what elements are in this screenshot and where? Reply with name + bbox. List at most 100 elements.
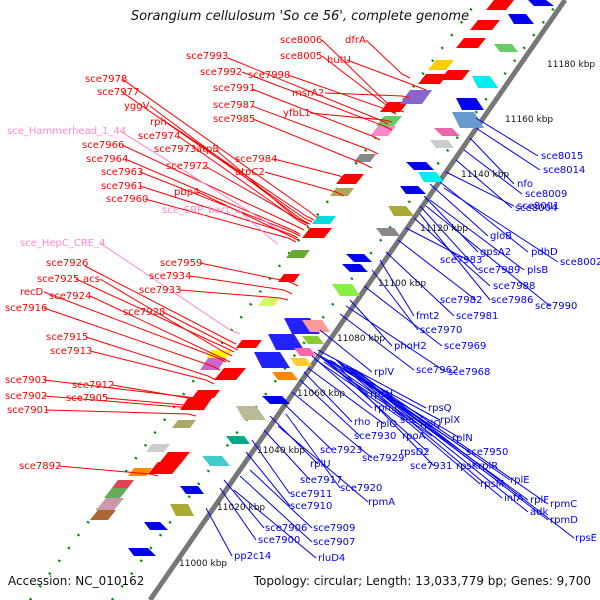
gene-label: sce7993 bbox=[186, 51, 228, 62]
reverse-gene-block bbox=[226, 436, 250, 444]
leader-line bbox=[429, 183, 489, 237]
leader-line bbox=[343, 365, 529, 501]
kbp-label: 11140 kbp bbox=[461, 170, 509, 180]
gene-label: rplO bbox=[376, 419, 397, 430]
leader-line bbox=[85, 336, 217, 381]
gene-label: sce7915 bbox=[46, 332, 88, 343]
leader-line bbox=[339, 363, 481, 485]
forward-gene-block bbox=[456, 38, 486, 48]
reverse-gene-block bbox=[144, 522, 168, 530]
reverse-gene-block bbox=[302, 336, 324, 344]
reverse-gene-block bbox=[128, 548, 156, 556]
leader-line bbox=[264, 171, 345, 197]
reverse-gene-block bbox=[268, 334, 304, 350]
leader-line bbox=[299, 379, 361, 437]
reverse-gene-block bbox=[400, 186, 426, 194]
forward-gene-block bbox=[278, 274, 300, 282]
leader-line bbox=[337, 361, 511, 481]
rna-label: sce_Hammerhead_1_44 bbox=[7, 126, 126, 137]
genome-backbone bbox=[147, 0, 568, 600]
reverse-gene-block bbox=[406, 162, 434, 170]
reverse-gene-block bbox=[376, 228, 400, 236]
forward-gene-block bbox=[428, 60, 454, 70]
forward-gene-block bbox=[286, 250, 310, 258]
gene-label: phoH2 bbox=[394, 341, 427, 352]
leader-line bbox=[445, 171, 515, 207]
leader-line bbox=[397, 239, 477, 301]
gene-label: gloB bbox=[490, 231, 512, 242]
reverse-gene-block bbox=[430, 140, 454, 148]
leader-line bbox=[349, 367, 549, 521]
gene-label: sce7903 bbox=[5, 375, 47, 386]
leader-line bbox=[475, 117, 539, 157]
leader-line bbox=[425, 205, 551, 307]
kbp-label: 11040 kbp bbox=[257, 446, 305, 456]
forward-gene-labels: sce8006 dfrA sce7993 sce8005 hutU sce799… bbox=[5, 35, 366, 472]
reverse-gene-block bbox=[418, 172, 444, 182]
forward-gene-block bbox=[96, 498, 124, 510]
leader-line bbox=[443, 187, 559, 263]
gene-label: sce7933 bbox=[139, 285, 181, 296]
gene-label: atpC2 bbox=[235, 167, 265, 178]
gene-label: sce7920 bbox=[340, 483, 382, 494]
gene-label: rplN bbox=[452, 433, 473, 444]
gene-label: rho bbox=[354, 417, 370, 428]
gene-label: rpoA bbox=[402, 431, 426, 442]
gene-label: sce7924 bbox=[49, 291, 91, 302]
gene-label: rplV bbox=[374, 367, 394, 378]
leader-line bbox=[463, 149, 523, 195]
gene-label: sce7966 bbox=[82, 140, 124, 151]
reverse-gene-block bbox=[236, 406, 266, 420]
leader-line bbox=[249, 469, 313, 529]
gene-label: sce7902 bbox=[5, 391, 47, 402]
gene-label: sce8009 bbox=[525, 189, 567, 200]
forward-gene-block bbox=[104, 488, 128, 498]
gene-label: gpsA2 bbox=[480, 247, 511, 258]
reverse-gene-labels: sce8015 sce8014 nfo sce8009 sce8004 sce8… bbox=[234, 151, 600, 564]
leader-line bbox=[321, 39, 405, 113]
kbp-label: 11000 kbp bbox=[179, 559, 227, 569]
leader-line bbox=[99, 278, 233, 357]
leader-line bbox=[99, 242, 241, 335]
reverse-gene-block bbox=[494, 44, 518, 52]
leader-line bbox=[405, 227, 469, 261]
gene-label: rplU bbox=[310, 459, 331, 470]
leader-line bbox=[423, 195, 479, 253]
reverse-gene-block bbox=[180, 486, 204, 494]
gene-label: sce7905 bbox=[66, 393, 108, 404]
gene-label: rplE bbox=[510, 475, 530, 486]
gene-label: sce7970 bbox=[420, 325, 462, 336]
leader-line bbox=[413, 217, 491, 287]
reverse-gene-block bbox=[302, 320, 330, 332]
gene-label: sce7913 bbox=[50, 346, 92, 357]
leader-line bbox=[251, 88, 381, 141]
gene-label: hutU bbox=[327, 55, 351, 66]
reverse-gene-block bbox=[290, 358, 312, 366]
forward-gene-block bbox=[112, 480, 134, 488]
gene-label: adk bbox=[530, 507, 548, 518]
gene-label: sce7973 bbox=[154, 144, 196, 155]
gene-label: sce7961 bbox=[101, 181, 143, 192]
forward-gene-block bbox=[258, 298, 280, 306]
gene-label: sce7998 bbox=[248, 70, 290, 81]
gene-label: rpsD2 bbox=[400, 447, 430, 458]
gene-label: sce7982 bbox=[440, 295, 482, 306]
leader-line bbox=[43, 307, 221, 371]
leader-line bbox=[204, 165, 309, 225]
leader-line bbox=[291, 391, 373, 459]
genome-summary: Topology: circular; Length: 13,033,779 b… bbox=[253, 574, 591, 588]
leader-line bbox=[45, 409, 197, 417]
leader-line bbox=[121, 144, 305, 231]
gene-label: acs bbox=[83, 274, 100, 285]
leader-line bbox=[165, 121, 315, 221]
reverse-gene-block bbox=[388, 206, 414, 216]
leader-line bbox=[84, 265, 237, 345]
leader-line bbox=[162, 311, 239, 351]
gene-label: sce8001 bbox=[517, 201, 559, 212]
leader-line bbox=[205, 507, 233, 557]
kbp-label: 11080 kbp bbox=[337, 334, 385, 344]
forward-gene-block bbox=[200, 358, 226, 370]
forward-strand-track bbox=[90, 0, 514, 520]
leader-line bbox=[315, 359, 405, 421]
